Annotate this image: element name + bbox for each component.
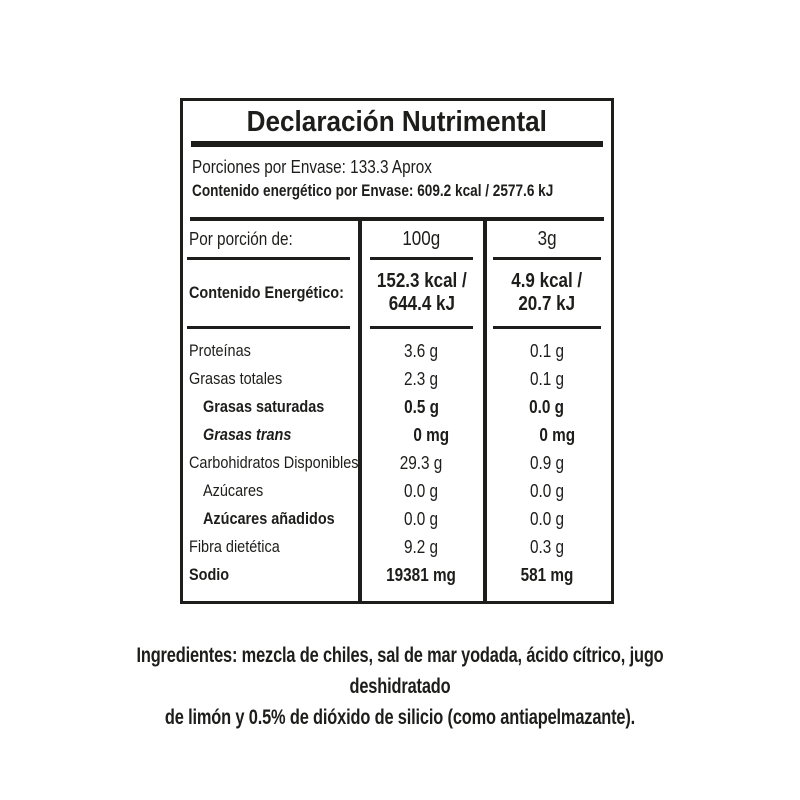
value-per-3g: 0.1 g <box>529 341 565 361</box>
energy-row-label: Contenido Energético: <box>189 283 344 302</box>
nutrient-row: Azúcares 0.0 g 0.0 g <box>183 477 611 505</box>
nutrition-label: Declaración Nutrimental Porciones por En… <box>180 98 614 604</box>
header-underline-col2 <box>360 257 483 260</box>
servings-per-package: Porciones por Envase: 133.3 Aprox <box>192 157 432 177</box>
nutrient-name: Fibra dietética <box>189 537 280 556</box>
energy-per-package: Contenido energético por Envase: 609.2 k… <box>192 181 554 200</box>
energy-underline-row <box>183 326 611 329</box>
value-per-100g: 3.6 g <box>404 341 439 361</box>
column-divider-2 <box>483 221 487 601</box>
value-per-100g: 0 mg <box>413 425 450 445</box>
column-divider-1 <box>358 221 362 601</box>
value-per-100g: 0.5 g <box>404 397 439 417</box>
nutrient-name: Azúcares <box>203 481 264 500</box>
header-portion-label: Por porción de: <box>189 228 293 249</box>
nutrient-name: Proteínas <box>189 341 251 360</box>
nutrient-row: Proteínas 3.6 g 0.1 g <box>183 337 611 365</box>
value-per-100g: 2.3 g <box>404 369 439 389</box>
label-title-row: Declaración Nutrimental <box>183 101 611 141</box>
nutrient-row: Grasas saturadas 0.5 g 0.0 g <box>183 393 611 421</box>
header-underline-row <box>183 257 611 260</box>
nutrient-row: Azúcares añadidos 0.0 g 0.0 g <box>183 505 611 533</box>
nutrient-name: Azúcares añadidos <box>203 509 335 528</box>
ingredients-text: Ingredientes: mezcla de chiles, sal de m… <box>136 644 664 729</box>
value-per-100g: 0.0 g <box>404 481 439 501</box>
value-per-3g: 0.0 g <box>529 509 565 529</box>
value-per-3g: 0.0 g <box>529 397 565 417</box>
value-per-3g: 0.0 g <box>529 481 565 501</box>
nutrient-name: Sodio <box>189 565 230 584</box>
table-top-bar <box>190 217 604 221</box>
nutrient-name: Grasas saturadas <box>203 397 325 416</box>
value-per-100g: 19381 mg <box>386 565 457 585</box>
energy-underline-col1 <box>183 326 360 329</box>
header-underline-col1 <box>183 257 360 260</box>
nutrient-row: Grasas totales 2.3 g 0.1 g <box>183 365 611 393</box>
label-title: Declaración Nutrimental <box>246 106 548 138</box>
value-per-3g: 0.1 g <box>529 369 565 389</box>
value-per-100g: 0.0 g <box>404 509 439 529</box>
value-per-100g: 29.3 g <box>400 453 443 473</box>
header-100g: 100g <box>402 227 441 250</box>
nutrient-row: Sodio 19381 mg 581 mg <box>183 561 611 589</box>
energy-row: Contenido Energético: 152.3 kcal / 644.4… <box>183 260 611 326</box>
header-underline-col3 <box>483 257 611 260</box>
nutrient-row: Fibra dietética 9.2 g 0.3 g <box>183 533 611 561</box>
nutrient-row: Carbohidratos Disponibles 29.3 g 0.9 g <box>183 449 611 477</box>
energy-per-3g: 4.9 kcal / 20.7 kJ <box>511 270 583 315</box>
value-per-100g: 9.2 g <box>404 537 439 557</box>
value-per-3g: 581 mg <box>520 565 574 585</box>
title-separator-bar <box>191 141 603 147</box>
package-summary: Porciones por Envase: 133.3 Aprox Conten… <box>183 147 611 217</box>
energy-underline-col2 <box>360 326 483 329</box>
value-per-3g: 0.3 g <box>529 537 565 557</box>
energy-per-100g: 152.3 kcal / 644.4 kJ <box>376 270 467 315</box>
value-per-3g: 0.9 g <box>529 453 565 473</box>
nutrient-name: Carbohidratos Disponibles <box>189 453 359 472</box>
nutrient-rows: Proteínas 3.6 g 0.1 g Grasas totales 2.3… <box>183 329 611 589</box>
nutrient-table: Por porción de: 100g 3g Contenido Energé… <box>183 221 611 601</box>
nutrient-name: Grasas totales <box>189 369 283 388</box>
energy-underline-col3 <box>483 326 611 329</box>
value-per-3g: 0 mg <box>539 425 576 445</box>
table-header-row: Por porción de: 100g 3g <box>183 221 611 257</box>
nutrient-row: Grasas trans 0 mg 0 mg <box>183 421 611 449</box>
nutrient-name: Grasas trans <box>203 425 292 444</box>
header-3g: 3g <box>537 227 557 250</box>
